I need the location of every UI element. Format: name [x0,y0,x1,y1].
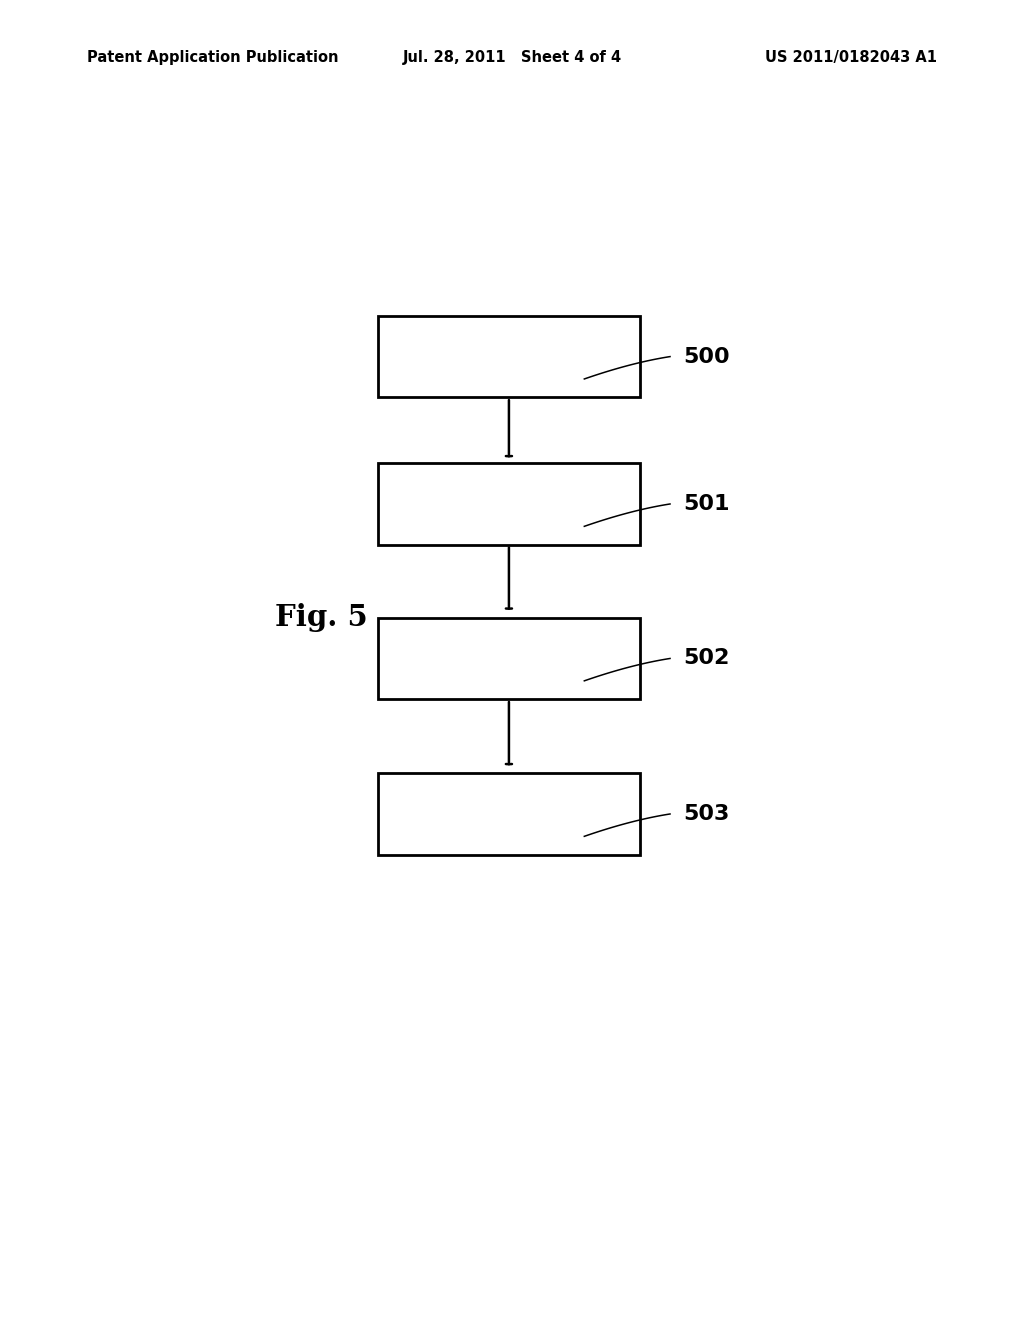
Text: US 2011/0182043 A1: US 2011/0182043 A1 [765,50,937,65]
Bar [378,463,640,545]
Bar [378,618,640,700]
Text: 503: 503 [684,804,730,824]
Text: 501: 501 [684,494,730,513]
Text: 500: 500 [684,347,730,367]
Bar [378,315,640,397]
Text: Fig. 5: Fig. 5 [274,603,368,632]
Text: Patent Application Publication: Patent Application Publication [87,50,339,65]
Bar [378,774,640,854]
Text: 502: 502 [684,648,730,668]
Text: Jul. 28, 2011   Sheet 4 of 4: Jul. 28, 2011 Sheet 4 of 4 [402,50,622,65]
